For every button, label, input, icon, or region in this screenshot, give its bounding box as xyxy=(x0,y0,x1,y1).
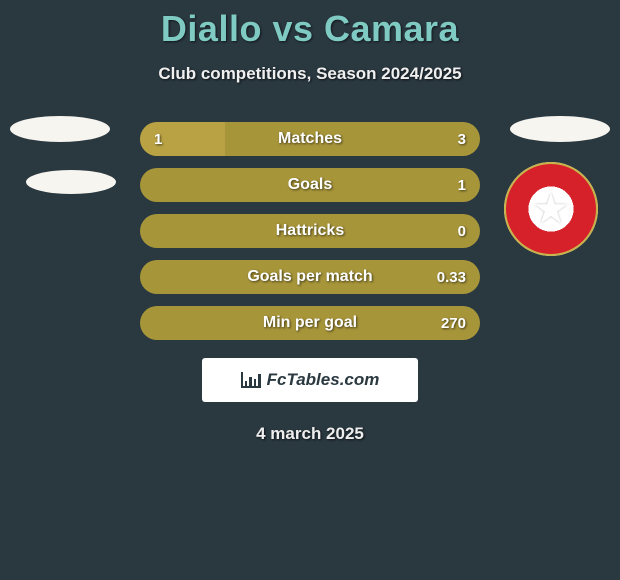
club-badge: ★ xyxy=(504,162,598,256)
star-icon: ★ xyxy=(532,188,570,230)
stat-bar: Goals per match 0.33 xyxy=(140,260,480,294)
stat-label: Goals per match xyxy=(247,268,372,286)
stat-bar: 1 Matches 3 xyxy=(140,122,480,156)
brand-text: FcTables.com xyxy=(267,370,380,390)
stat-bar: Goals 1 xyxy=(140,168,480,202)
stat-bars: 1 Matches 3 Goals 1 Hattricks 0 Goals per match… xyxy=(140,122,480,340)
bar-chart-icon xyxy=(241,372,261,388)
player-right-shape-1 xyxy=(510,116,610,142)
stat-value-right: 0.33 xyxy=(437,269,466,286)
stat-value-right: 270 xyxy=(441,315,466,332)
comparison-widget: Diallo vs Camara Club competitions, Seas… xyxy=(0,0,620,444)
stat-value-right: 0 xyxy=(458,223,466,240)
stat-value-left: 1 xyxy=(154,131,162,148)
content-area: ★ 1 Matches 3 Goals 1 Hattricks 0 Goals per mat… xyxy=(0,122,620,444)
player-left-shape-1 xyxy=(10,116,110,142)
stat-bar: Min per goal 270 xyxy=(140,306,480,340)
subtitle: Club competitions, Season 2024/2025 xyxy=(0,64,620,84)
stat-label: Hattricks xyxy=(276,222,344,240)
stat-bar: Hattricks 0 xyxy=(140,214,480,248)
stat-value-right: 3 xyxy=(458,131,466,148)
stat-label: Goals xyxy=(288,176,332,194)
stat-value-right: 1 xyxy=(458,177,466,194)
date-label: 4 march 2025 xyxy=(0,424,620,444)
player-left-shape-2 xyxy=(26,170,116,194)
stat-label: Min per goal xyxy=(263,314,357,332)
stat-label: Matches xyxy=(278,130,342,148)
brand-logo[interactable]: FcTables.com xyxy=(202,358,418,402)
page-title: Diallo vs Camara xyxy=(0,8,620,50)
stat-bar-fill xyxy=(140,122,225,156)
